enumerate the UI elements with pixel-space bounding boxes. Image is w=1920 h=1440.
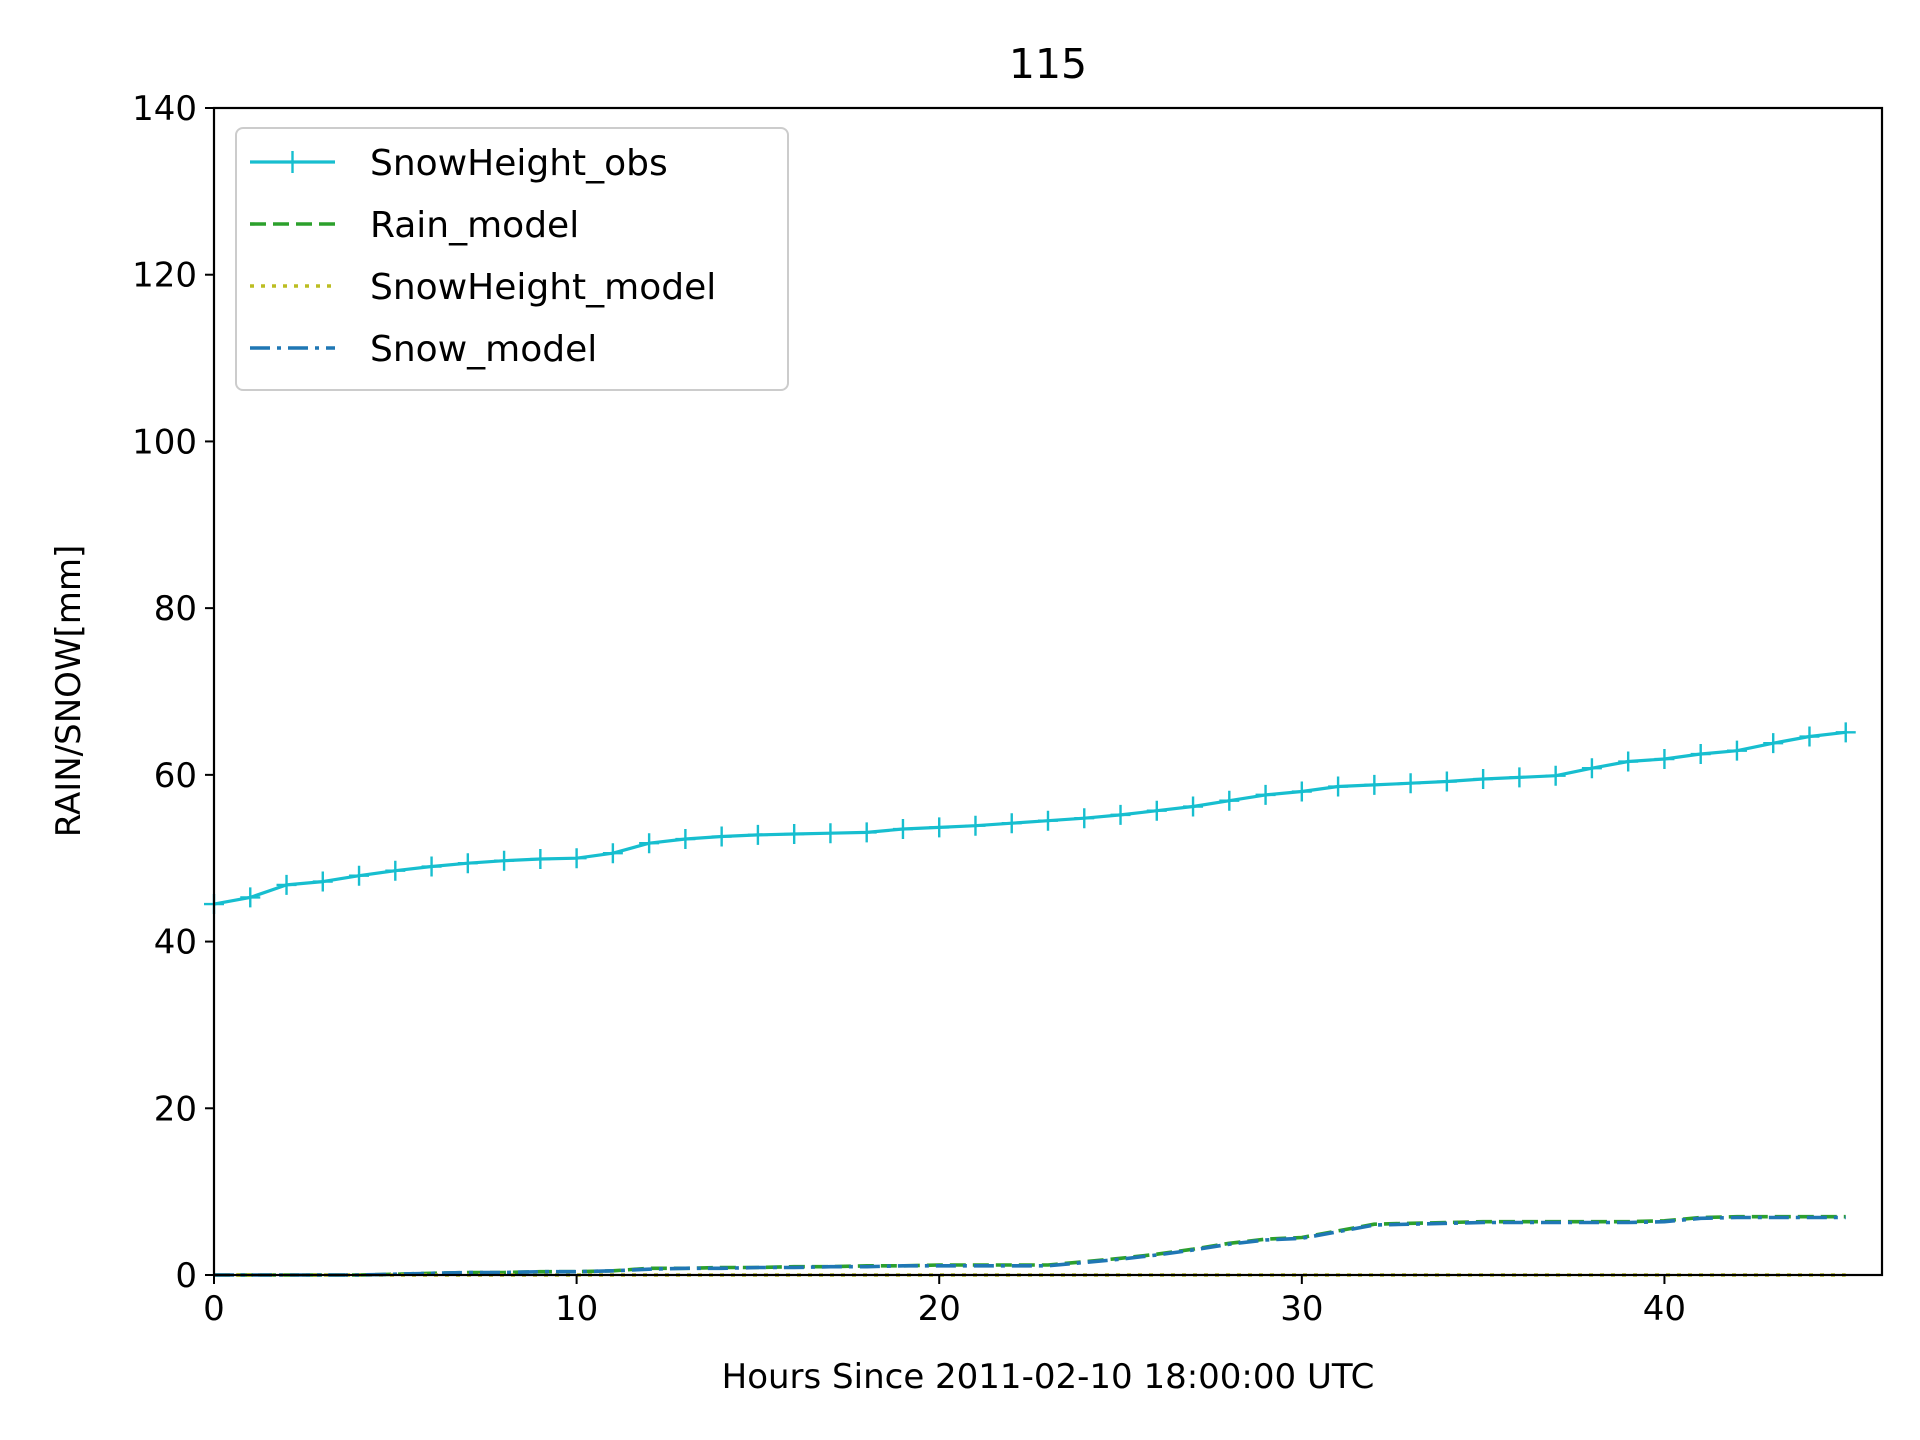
series-line: [214, 1215, 1846, 1277]
data-point: [1835, 722, 1856, 743]
data-point: [1219, 790, 1240, 811]
data-point: [820, 823, 841, 844]
data-point: [457, 853, 478, 874]
y-tick-label: 40: [154, 923, 197, 963]
data-point: [1364, 774, 1385, 795]
data-point: [1763, 733, 1784, 754]
data-point: [494, 850, 515, 871]
data-point: [1473, 769, 1494, 790]
data-point: [1291, 781, 1312, 802]
data-point: [892, 819, 913, 840]
y-tick-label: 140: [132, 89, 197, 129]
data-point: [1581, 758, 1602, 779]
data-point: [1183, 796, 1204, 817]
data-point: [1690, 744, 1711, 765]
y-tick-label: 60: [154, 756, 197, 796]
legend-label: SnowHeight_obs: [370, 143, 668, 184]
x-axis-title: Hours Since 2011-02-10 18:00:00 UTC: [722, 1357, 1375, 1397]
data-point: [1400, 773, 1421, 794]
y-axis: 0 20 40 60 80 100 120 140: [132, 89, 214, 1296]
chart-title: 115: [1009, 40, 1087, 88]
y-tick-label: 80: [154, 589, 197, 629]
legend-marker: [282, 151, 303, 173]
data-point: [602, 843, 623, 864]
data-point: [747, 824, 768, 845]
legend-items: SnowHeight_obs Rain_model SnowHeight_model…: [250, 143, 716, 370]
data-point: [1255, 784, 1276, 805]
series-line: [213, 730, 1846, 906]
x-tick-label: 40: [1643, 1289, 1686, 1329]
data-point: [1799, 726, 1820, 747]
data-point: [1074, 808, 1095, 829]
legend-label: Snow_model: [370, 329, 597, 370]
data-point: [1654, 749, 1675, 770]
data-point: [965, 815, 986, 836]
data-point: [784, 824, 805, 845]
legend-label: SnowHeight_model: [370, 267, 716, 308]
data-point: [1110, 804, 1131, 825]
data-point: [1726, 740, 1747, 761]
data-point: [1436, 771, 1457, 792]
data-point: [240, 887, 261, 908]
legend-label: Rain_model: [370, 205, 579, 246]
y-axis-title: RAIN/SNOW[mm]: [49, 545, 89, 838]
x-tick-label: 0: [203, 1289, 225, 1329]
legend-frame: [235, 127, 789, 391]
series-SnowHeight_obs: [204, 722, 1856, 915]
data-point: [1328, 776, 1349, 797]
data-point: [675, 829, 696, 850]
data-point: [421, 856, 442, 877]
data-point: [1545, 765, 1566, 786]
data-point: [276, 874, 297, 895]
plot-frame: [212, 106, 1884, 1277]
y-tick-label: 20: [154, 1089, 197, 1129]
y-tick-label: 120: [132, 256, 197, 296]
data-point: [856, 822, 877, 843]
legend: SnowHeight_obs Rain_model SnowHeight_model…: [235, 127, 789, 391]
data-point: [1001, 813, 1022, 834]
data-point: [566, 848, 587, 869]
data-point: [349, 865, 370, 886]
data-point: [1618, 751, 1639, 772]
data-point: [312, 871, 333, 892]
x-tick-label: 20: [918, 1289, 961, 1329]
data-point: [1509, 767, 1530, 788]
data-point: [530, 849, 551, 870]
data-point: [1146, 800, 1167, 821]
data-point: [639, 833, 660, 854]
data-point: [711, 826, 732, 847]
series-Snow_model: [214, 1215, 1846, 1277]
x-axis: 0 10 20 30 40: [203, 1275, 1686, 1329]
x-tick-label: 30: [1280, 1289, 1323, 1329]
data-point: [929, 817, 950, 838]
x-tick-label: 10: [555, 1289, 598, 1329]
data-point: [385, 860, 406, 881]
y-tick-label: 100: [132, 422, 197, 462]
data-point: [1038, 810, 1058, 831]
y-tick-label: 0: [175, 1256, 197, 1296]
